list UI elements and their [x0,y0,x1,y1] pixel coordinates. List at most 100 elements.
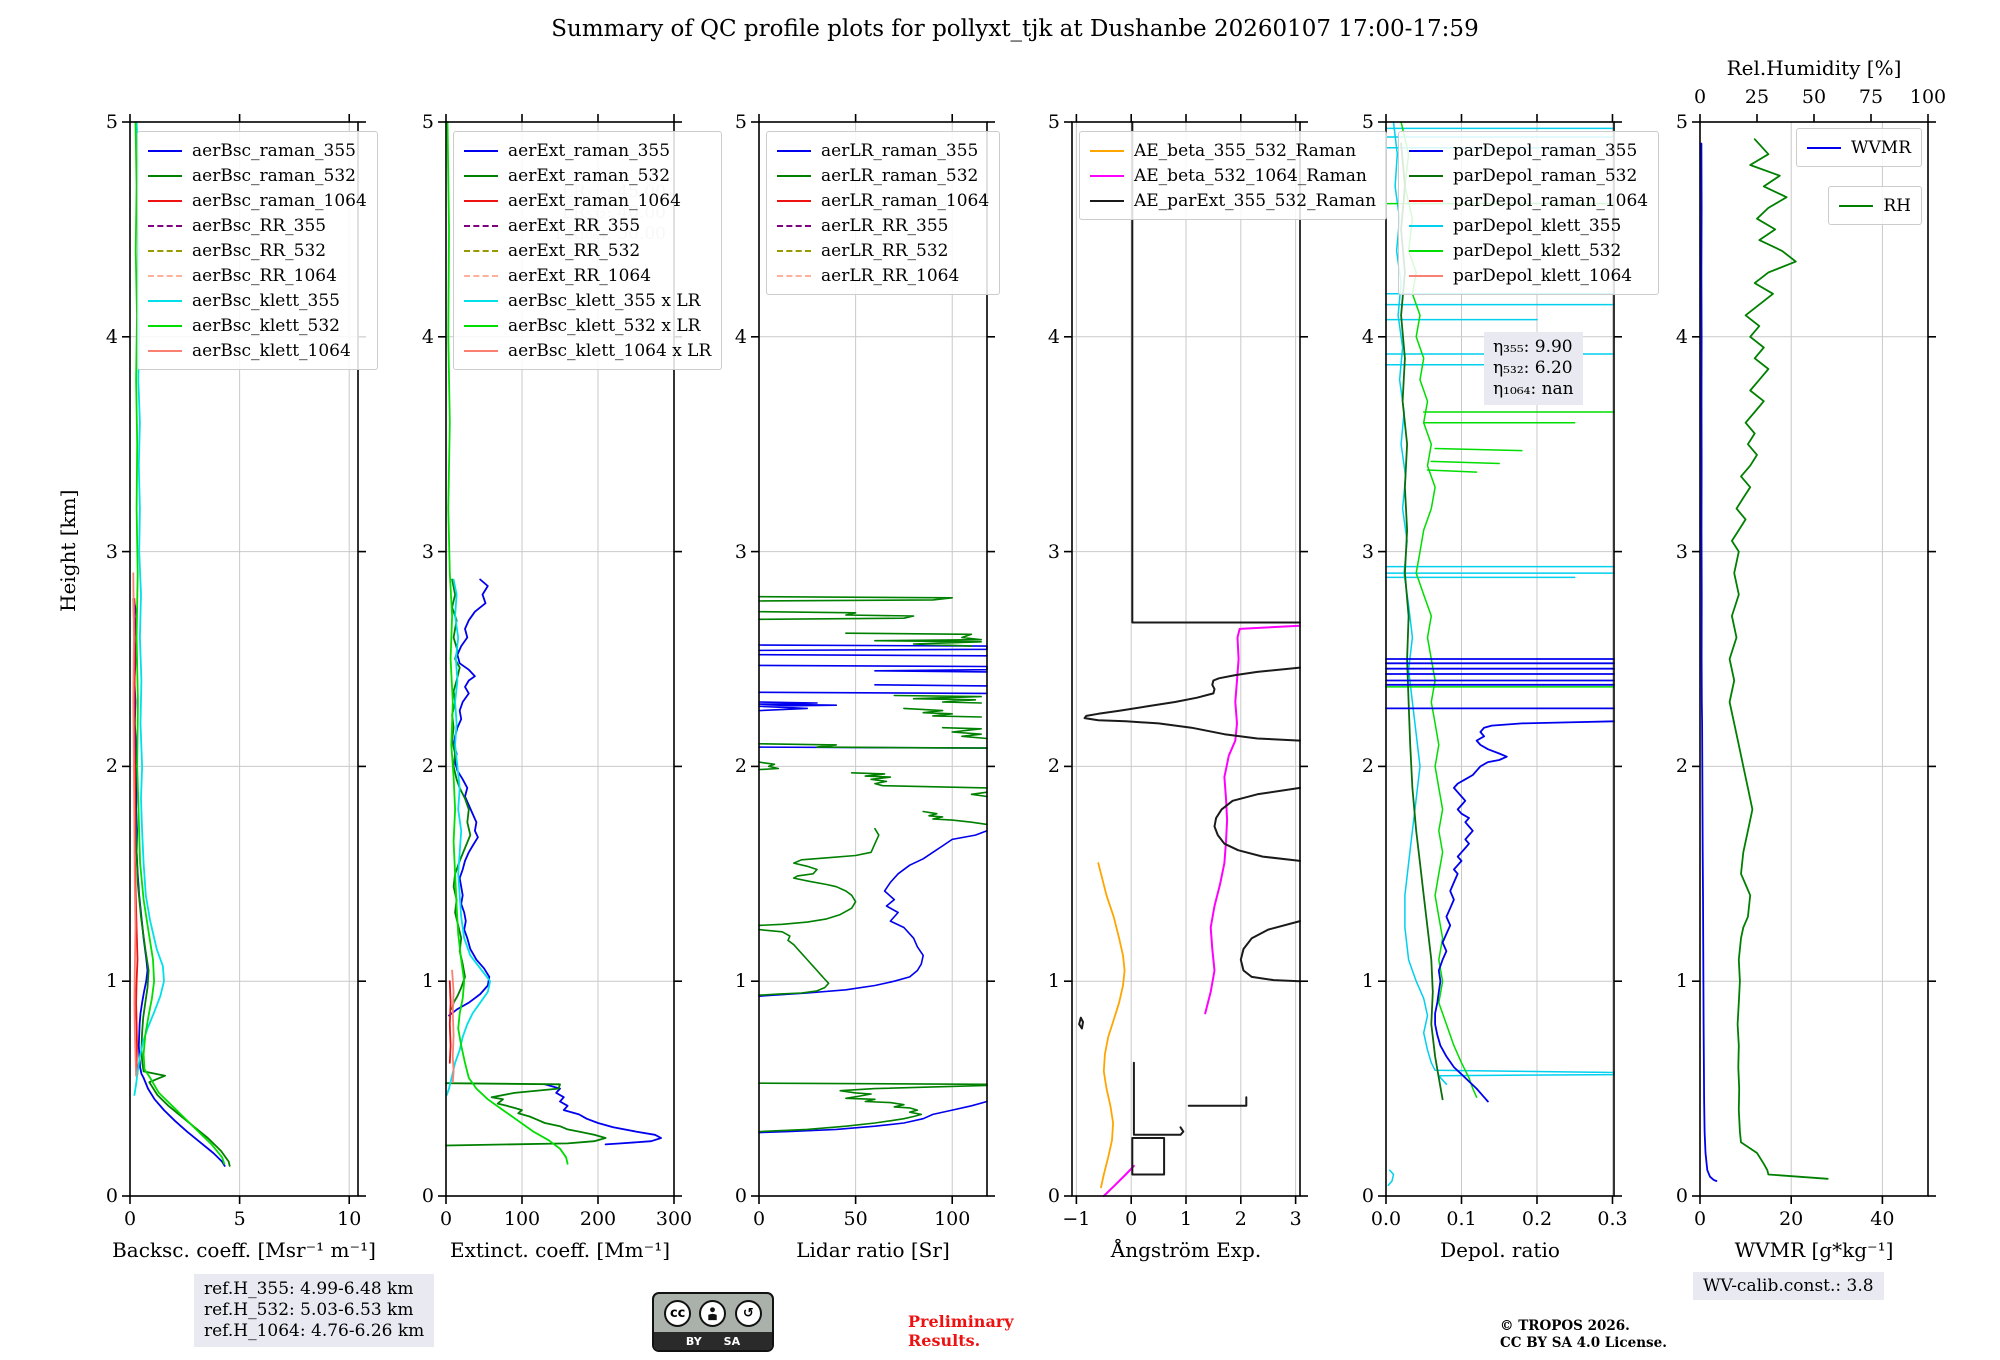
legend-item-label: aerLR_RR_355 [821,215,949,236]
legend-item: aerBsc_raman_355 [148,138,367,163]
x-axis-label-extinction: Extinct. coeff. [Mm⁻¹] [449,1238,671,1262]
legend-item: aerBsc_klett_532 [148,313,367,338]
series-aerLR_raman_532 [850,771,988,789]
y-tick-label: 4 [421,325,434,348]
series-aerLR_raman_355 [874,683,988,687]
person-icon [699,1299,727,1327]
top-tick-label: 75 [1858,86,1884,108]
series-parDepol_raman_355 [1434,720,1615,1103]
figure-title: Summary of QC profile plots for pollyxt_… [551,16,1479,42]
panel-angstroem: 0 1 2 3 4 5 −1 0 1 2 3 Ångström Exp. AE_beta_355_532… [1048,111,1388,1262]
legend-item-label: aerBsc_klett_355 x LR [508,290,701,311]
legend-line-sample [464,349,498,352]
cc-icon: cc [664,1299,692,1327]
legend-item-label: aerExt_raman_355 [508,140,671,161]
legend-line-sample [1409,249,1443,252]
legend: aerLR_raman_355 aerLR_raman_532 aerLR_rama… [766,131,1001,295]
cc-by-label: BY [685,1334,702,1348]
legend-line-sample [777,199,811,202]
legend-item: aerBsc_klett_355 [148,288,367,313]
y-tick-label: 4 [1047,325,1060,348]
series-parDepol_klett_532 [1426,469,1478,473]
y-tick-label: 4 [734,325,747,348]
y-tick-label: 0 [1047,1185,1060,1207]
series-AE_parExt_355_532_Raman [1131,121,1301,624]
legend-item: aerBsc_klett_1064 [148,338,367,363]
y-tick-label: 2 [105,755,118,778]
legend-item-label: aerBsc_RR_1064 [192,265,337,286]
legend-item: AE_beta_532_1064_Raman [1090,163,1376,188]
panel-lidar-ratio-plot [751,114,995,1204]
series-aerLR_raman_532 [758,595,953,602]
series-aerLR_raman_532 [903,707,982,718]
legend-line-sample [464,249,498,252]
y-tick-label: 3 [1361,540,1374,563]
series-aerLR_raman_532 [758,1082,988,1086]
legend-item: AE_parExt_355_532_Raman [1090,188,1376,213]
panel-backscatter: 0 1 2 3 4 5 0 5 10 Backsc. coeff. [Msr⁻¹ m⁻¹] aerB… [106,111,378,1262]
x-tick-label: 0.2 [1521,1208,1553,1230]
legend-line-sample [148,249,182,252]
wv-calibration-annotation: WV-calib.const.: 3.8 [1693,1272,1884,1300]
series-aerLR_raman_532 [893,694,982,704]
series-aerLR_raman_532 [941,726,988,740]
y-tick-label: 0 [734,1185,747,1207]
legend-line-sample [464,149,498,152]
series-aerLR_raman_532 [758,1084,988,1133]
series-parDepol_klett_355 [1392,121,1615,1086]
legend-line-sample [148,199,182,202]
x-tick-label: 100 [934,1208,971,1230]
legend-line-sample [464,274,498,277]
y-tick-label: 1 [1361,970,1374,993]
legend-item: aerExt_raman_1064 [464,188,711,213]
copyright-note: © TROPOS 2026. CC BY SA 4.0 License. [1500,1318,1667,1351]
series-aerLR_raman_532 [758,742,988,749]
legend: parDepol_raman_355 parDepol_raman_532 parD… [1398,131,1660,295]
series-aerLR_raman_532 [970,791,988,798]
series-RH [1728,138,1829,1180]
x-axis-label-backscatter: Backsc. coeff. [Msr⁻¹ m⁻¹] [112,1238,376,1262]
series-aerLR_raman_532 [758,827,880,927]
y-tick-label: 5 [1675,111,1688,133]
legend-line-sample [148,299,182,302]
legend-item: parDepol_raman_532 [1409,163,1648,188]
legend-item-label: aerBsc_klett_532 x LR [508,315,701,336]
x-tick-label: 2 [1234,1208,1247,1230]
series-AE_parExt_355_532_Raman [1078,1016,1084,1030]
y-tick-label: 2 [1361,755,1374,778]
legend-item: parDepol_klett_355 [1409,213,1648,238]
x-tick-label: 50 [843,1208,868,1230]
legend-item: aerBsc_klett_532 x LR [464,313,711,338]
series-parDepol_klett_532 [1400,121,1478,1098]
x-tick-label: 0 [752,1208,766,1230]
legend-line-sample [148,324,182,327]
legend-line-sample [148,174,182,177]
x-tick-label: 40 [1870,1208,1895,1230]
series-WVMR [1700,142,1718,1182]
eta-annotation: η₃₅₅: 9.90 η₅₃₂: 6.20 η₁₀₆₄: nan [1484,332,1583,405]
legend-item: aerLR_raman_532 [777,163,989,188]
x-tick-label: 0 [439,1208,453,1230]
y-tick-label: 1 [105,970,118,993]
legend-item-label: aerBsc_klett_355 [192,290,340,311]
legend-item-label: aerLR_raman_532 [821,165,979,186]
y-tick-label: 3 [1047,540,1060,563]
legend-item: aerExt_RR_355 [464,213,711,238]
legend-line-sample [777,174,811,177]
series-aerLR_raman_355 [758,653,988,657]
legend-item: aerBsc_raman_1064 [148,188,367,213]
legend-item: aerLR_raman_355 [777,138,989,163]
series-aerLR_raman_355 [758,701,838,712]
series-aerBsc_klett_1064 [132,572,137,1077]
top-tick-label: 0 [1693,86,1707,108]
legend-line-sample [1409,174,1443,177]
top-tick-label: 50 [1801,86,1827,108]
legend-item: AE_beta_355_532_Raman [1090,138,1376,163]
legend-item: aerExt_raman_355 [464,138,711,163]
y-tick-label: 3 [105,540,118,563]
legend-item: aerBsc_RR_532 [148,238,367,263]
x-tick-label: 20 [1779,1208,1804,1230]
top-axis-label: Rel.Humidity [%] [1726,56,1902,80]
y-tick-label: 0 [421,1185,434,1207]
